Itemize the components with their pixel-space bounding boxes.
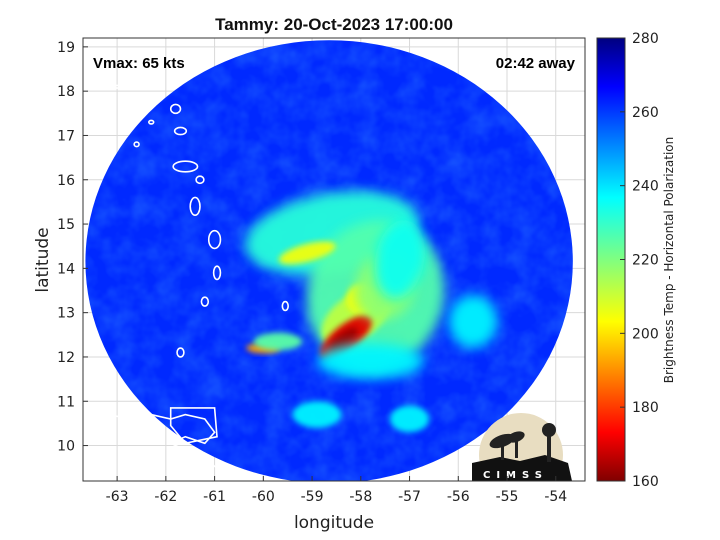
island-outline — [172, 160, 199, 173]
y-axis: 10 11 12 13 14 15 16 17 18 19 — [57, 40, 88, 455]
x-axis-label: longitude — [294, 513, 374, 533]
x-tick-label: -62 — [154, 489, 177, 505]
brightness-feature — [448, 294, 498, 349]
colorbar-ticks: 160 180 200 220 240 260 280 — [620, 31, 659, 490]
island-outline — [212, 265, 222, 281]
colorbar-tick-label: 160 — [632, 474, 659, 490]
x-tick-label: -54 — [544, 489, 567, 505]
island-outline — [173, 126, 188, 136]
brightness-feature — [253, 332, 303, 351]
colorbar-tick-label: 260 — [632, 105, 659, 121]
y-tick-label: 18 — [57, 84, 75, 100]
x-tick-label: -61 — [203, 489, 226, 505]
x-tick-label: -58 — [349, 489, 372, 505]
colorbar-label: Brightness Temp - Horizontal Polarizatio… — [662, 137, 676, 384]
swath-layer — [85, 40, 573, 481]
chart-title: Tammy: 20-Oct-2023 17:00:00 — [215, 15, 453, 34]
colorbar-tick-label: 280 — [632, 31, 659, 47]
y-tick-label: 15 — [57, 217, 75, 233]
x-tick-label: -60 — [252, 489, 275, 505]
colorbar-tick-label: 180 — [632, 400, 659, 416]
logo-text: CIMSS — [483, 470, 548, 481]
brightness-feature — [390, 405, 430, 433]
x-tick-label: -55 — [496, 489, 519, 505]
vmax-annotation: Vmax: 65 kts — [93, 55, 185, 72]
island-outline — [147, 119, 155, 125]
x-tick-label: -63 — [106, 489, 129, 505]
y-tick-label: 11 — [57, 394, 75, 410]
brightness-feature — [278, 241, 336, 265]
island-outline — [112, 84, 122, 89]
brightness-feature — [374, 220, 425, 299]
brightness-feature — [292, 401, 342, 428]
x-axis: -63 -62 -61 -60 -59 -58 -57 -56 -55 -54 — [106, 476, 567, 505]
island-outline — [281, 300, 289, 312]
colorbar-tick-label: 220 — [632, 253, 659, 269]
cimss-logo: CIMSS — [472, 413, 572, 481]
island-outline — [162, 59, 170, 65]
x-tick-label: -56 — [447, 489, 470, 505]
y-tick-label: 17 — [57, 128, 75, 144]
colorbar-tick-label: 240 — [632, 179, 659, 195]
y-tick-label: 10 — [57, 439, 75, 455]
y-tick-label: 13 — [57, 306, 75, 322]
brightness-feature — [329, 327, 358, 351]
x-tick-label: -59 — [301, 489, 324, 505]
time-offset-annotation: 02:42 away — [496, 55, 576, 72]
island-outline — [200, 296, 210, 307]
island-outline — [169, 103, 182, 115]
x-tick-label: -57 — [398, 489, 421, 505]
island-outline — [133, 141, 140, 148]
island-outline — [189, 196, 201, 216]
colorbar-tick-label: 200 — [632, 326, 659, 342]
island-outline — [176, 347, 185, 358]
y-tick-label: 19 — [57, 40, 75, 56]
coastline — [83, 413, 235, 481]
y-axis-label: latitude — [33, 227, 53, 292]
y-tick-label: 14 — [57, 261, 75, 277]
island-outline — [169, 407, 218, 445]
island-outline — [195, 175, 205, 185]
y-tick-label: 12 — [57, 350, 75, 366]
brightness-feature — [316, 343, 425, 380]
plot-border — [82, 37, 586, 482]
land-outlines — [83, 59, 289, 481]
island-outline — [207, 229, 222, 250]
y-tick-label: 16 — [57, 173, 75, 189]
